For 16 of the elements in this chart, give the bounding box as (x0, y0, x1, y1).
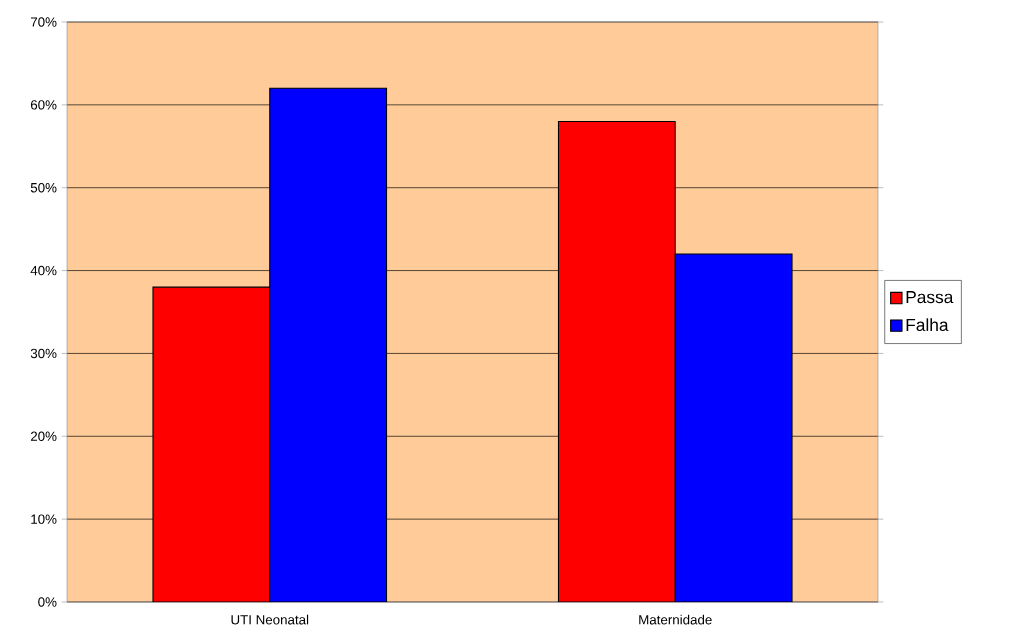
y-tick-label: 30% (30, 348, 57, 359)
bar (674, 253, 793, 602)
y-tick-label: 20% (30, 431, 57, 441)
y-tick-label: 70% (30, 17, 57, 27)
x-tick-label: Maternidade (639, 614, 712, 625)
legend-label: Passa (906, 291, 954, 304)
y-tick-label: 50% (30, 183, 57, 193)
bar (152, 286, 271, 602)
bar (269, 87, 388, 602)
bar (557, 120, 676, 602)
y-tick-label: 0% (38, 597, 57, 607)
legend-label: Falha (906, 318, 949, 332)
y-tick-label: 10% (31, 514, 57, 524)
y-tick-label: 60% (30, 100, 57, 110)
y-tick-label: 40% (30, 265, 57, 276)
x-tick-label: UTI Neonatal (231, 614, 309, 625)
